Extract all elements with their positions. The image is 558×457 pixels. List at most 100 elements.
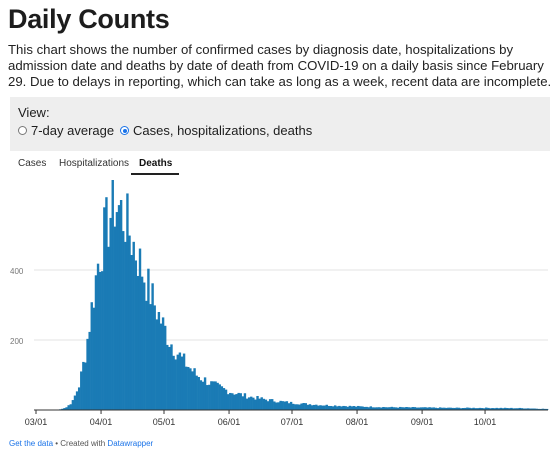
bar [84,362,87,410]
bar [371,407,375,410]
bar [203,377,207,410]
bar [499,407,503,410]
bar [212,381,215,410]
view-option-counts[interactable]: Cases, hospitalizations, deaths [120,123,312,138]
bar [157,311,161,410]
bar [250,396,253,410]
bar [65,407,68,410]
bar [117,205,121,410]
bar [338,405,341,410]
bar [98,271,102,410]
bar [111,180,114,410]
bar [461,407,465,410]
bar [281,401,284,410]
radio-7day-icon[interactable] [18,126,27,135]
bar [239,393,242,410]
bar [340,406,343,410]
bar [401,407,404,410]
bar [136,275,140,410]
bar [417,407,421,410]
bar [392,407,396,410]
bar [482,408,486,410]
bar [75,391,79,410]
bar [520,408,524,410]
bar [189,368,192,410]
tab-deaths[interactable]: Deaths [139,158,173,169]
bar [342,405,345,410]
x-tick-label: 07/01 [281,417,304,427]
bar [310,405,314,410]
bar [96,263,100,410]
bar [373,407,377,410]
bar [545,408,549,410]
bar [254,399,257,410]
bar [476,408,480,410]
bar [88,331,91,410]
bar [438,407,442,410]
bar [304,403,307,410]
x-tick-label: 06/01 [218,417,241,427]
bar [354,406,358,410]
bar [430,407,433,410]
bar [109,217,112,410]
bar [218,384,221,410]
bar [495,407,498,410]
bar [306,404,310,410]
view-option-7day[interactable]: 7-day average [18,123,114,138]
bar [94,275,98,410]
bar [170,344,173,410]
tab-hospitalizations[interactable]: Hospitalizations [59,158,130,169]
bar [285,401,289,410]
bar [300,403,303,410]
bar [80,371,83,410]
bar [527,408,530,410]
bar [296,404,299,410]
bar [199,380,203,410]
bar [453,407,456,410]
bar [474,408,477,410]
bar [210,381,213,410]
bar [182,353,186,410]
bar [403,407,406,410]
bar [220,386,224,410]
bar [319,405,322,410]
bar [161,317,165,410]
bar [512,408,515,410]
bar [101,271,104,410]
bar [348,405,352,410]
bar [420,407,423,410]
bar [191,371,194,410]
tab-cases[interactable]: Cases [18,158,47,169]
bar [229,392,232,410]
bar [243,393,247,410]
bar [329,405,333,410]
bar [405,407,408,410]
bar [77,387,81,410]
bar [514,408,517,410]
bar [363,406,366,410]
bar [172,355,175,410]
bar [325,404,328,410]
bar [493,408,496,410]
bar [331,406,335,410]
bar [378,407,381,410]
bar [529,408,532,410]
bar [105,197,108,410]
bar [459,408,463,410]
bar [130,255,133,410]
radio-counts-icon[interactable] [120,126,129,135]
bar [390,406,394,410]
bar [245,398,249,410]
bar [399,406,402,410]
bar [67,405,70,410]
datawrapper-link[interactable]: Datawrapper [107,439,154,448]
view-option-counts-label: Cases, hospitalizations, deaths [133,123,313,138]
bar [294,404,297,410]
bar [107,246,110,410]
bar [336,406,339,410]
bar [350,406,354,410]
bar [61,408,64,410]
bar [151,283,154,410]
get-data-link[interactable]: Get the data [9,439,54,448]
bar [531,408,534,410]
